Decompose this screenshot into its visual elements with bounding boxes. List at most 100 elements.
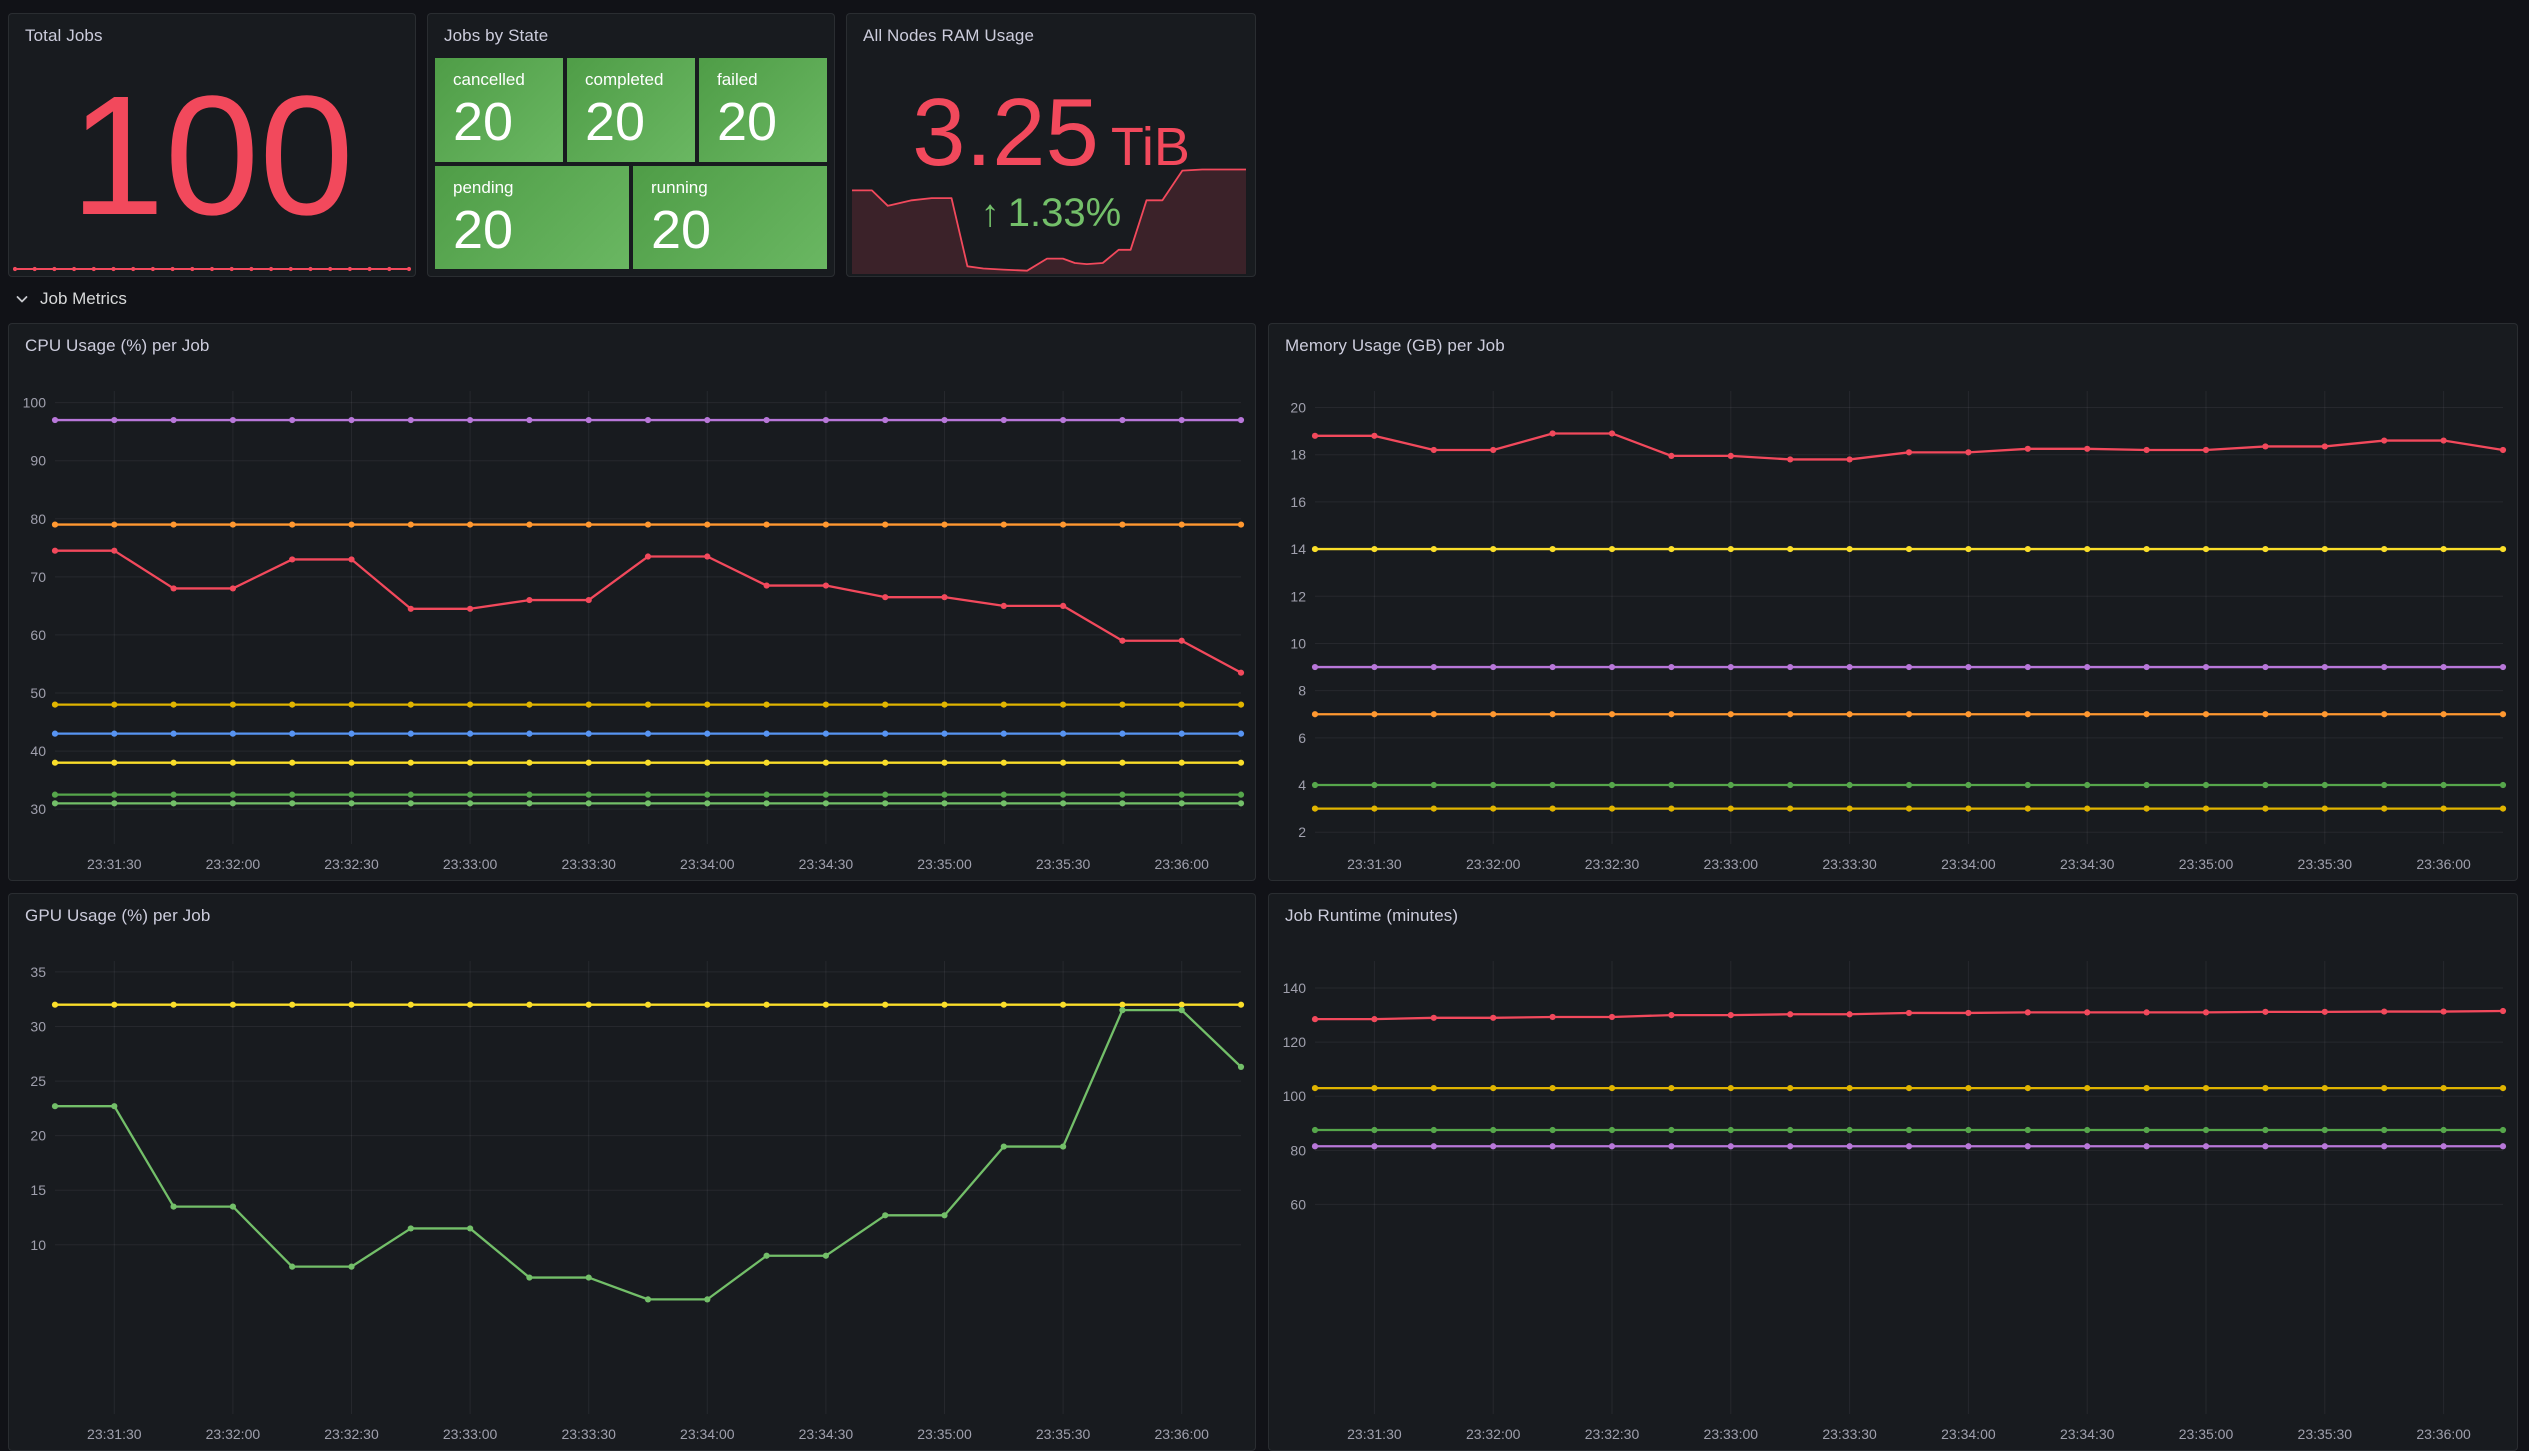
svg-text:100: 100: [23, 395, 47, 411]
tile-label: cancelled: [453, 70, 563, 90]
ram-usage-trend: ↑ 1.33%: [981, 191, 1121, 236]
ram-usage-trend-value: 1.33%: [1008, 191, 1121, 236]
svg-text:23:32:30: 23:32:30: [324, 1426, 379, 1442]
svg-text:23:34:00: 23:34:00: [1941, 1426, 1996, 1442]
svg-text:15: 15: [30, 1182, 46, 1198]
svg-text:23:33:00: 23:33:00: [443, 1426, 498, 1442]
svg-text:2: 2: [1298, 824, 1306, 840]
svg-text:23:32:30: 23:32:30: [324, 856, 379, 872]
tile-label: pending: [453, 178, 629, 198]
svg-text:35: 35: [30, 964, 46, 980]
svg-text:23:32:00: 23:32:00: [206, 1426, 261, 1442]
svg-text:50: 50: [30, 685, 46, 701]
total-jobs-value: 100: [9, 42, 415, 270]
svg-text:23:34:00: 23:34:00: [680, 856, 735, 872]
ram-usage-unit: TiB: [1111, 120, 1190, 174]
panel-gpu-usage: GPU Usage (%) per Job 10 15 20 25 30 35 23:31:…: [8, 893, 1256, 1451]
state-tile-cancelled: cancelled 20: [435, 58, 563, 162]
tile-value: 20: [651, 200, 827, 260]
cpu-usage-chart[interactable]: 3040506070809010023:31:3023:32:0023:32:3…: [9, 324, 1255, 880]
panel-title-ram-usage[interactable]: All Nodes RAM Usage: [863, 26, 1034, 46]
tile-label: completed: [585, 70, 695, 90]
tile-value: 20: [453, 92, 563, 152]
state-tile-pending: pending 20: [435, 166, 629, 270]
tile-value: 20: [717, 92, 827, 152]
svg-text:23:35:00: 23:35:00: [917, 856, 972, 872]
svg-text:30: 30: [30, 801, 46, 817]
svg-text:23:36:00: 23:36:00: [2416, 1426, 2471, 1442]
svg-text:23:32:00: 23:32:00: [1466, 1426, 1521, 1442]
row-job-metrics[interactable]: Job Metrics: [14, 285, 127, 313]
svg-text:23:35:00: 23:35:00: [2179, 856, 2234, 872]
svg-text:20: 20: [1290, 400, 1306, 416]
svg-text:23:34:30: 23:34:30: [2060, 856, 2115, 872]
job-runtime-chart[interactable]: 608010012014023:31:3023:32:0023:32:3023:…: [1269, 894, 2517, 1450]
panel-memory-usage: Memory Usage (GB) per Job 24681012141618…: [1268, 323, 2518, 881]
svg-text:23:35:30: 23:35:30: [1036, 856, 1091, 872]
svg-text:23:32:00: 23:32:00: [206, 856, 261, 872]
svg-text:23:34:30: 23:34:30: [2060, 1426, 2115, 1442]
svg-text:23:31:30: 23:31:30: [1347, 856, 1402, 872]
svg-text:23:33:00: 23:33:00: [1704, 856, 1759, 872]
panel-job-runtime: Job Runtime (minutes) 608010012014023:31…: [1268, 893, 2518, 1451]
svg-text:20: 20: [30, 1128, 46, 1144]
state-tile-completed: completed 20: [567, 58, 695, 162]
tile-label: failed: [717, 70, 827, 90]
svg-text:23:31:30: 23:31:30: [1347, 1426, 1402, 1442]
svg-text:23:35:30: 23:35:30: [2298, 1426, 2353, 1442]
svg-text:23:33:00: 23:33:00: [443, 856, 498, 872]
svg-text:23:33:00: 23:33:00: [1704, 1426, 1759, 1442]
panel-title-gpu-usage[interactable]: GPU Usage (%) per Job: [25, 906, 210, 926]
arrow-up-icon: ↑: [981, 193, 1000, 236]
svg-text:25: 25: [30, 1073, 46, 1089]
panel-title-job-runtime[interactable]: Job Runtime (minutes): [1285, 906, 1458, 926]
svg-text:8: 8: [1298, 683, 1306, 699]
panel-title-total-jobs[interactable]: Total Jobs: [25, 26, 103, 46]
svg-text:23:33:30: 23:33:30: [1822, 856, 1877, 872]
svg-text:23:31:30: 23:31:30: [87, 1426, 142, 1442]
gpu-usage-chart[interactable]: 10 15 20 25 30 35 23:31:30 23:32:00 23:32:30 23:3…: [9, 894, 1255, 1450]
svg-text:23:33:30: 23:33:30: [561, 1426, 616, 1442]
svg-text:23:33:30: 23:33:30: [1822, 1426, 1877, 1442]
panel-jobs-by-state: Jobs by State cancelled 20 completed 20 …: [427, 13, 835, 277]
svg-text:23:32:30: 23:32:30: [1585, 1426, 1640, 1442]
svg-text:140: 140: [1283, 980, 1307, 996]
svg-text:23:36:00: 23:36:00: [2416, 856, 2471, 872]
svg-text:100: 100: [1283, 1088, 1307, 1104]
svg-text:23:32:00: 23:32:00: [1466, 856, 1521, 872]
panel-title-jobs-by-state[interactable]: Jobs by State: [444, 26, 548, 46]
svg-text:30: 30: [30, 1018, 46, 1034]
svg-text:23:34:30: 23:34:30: [799, 1426, 854, 1442]
panel-title-memory-usage[interactable]: Memory Usage (GB) per Job: [1285, 336, 1505, 356]
svg-text:23:35:30: 23:35:30: [2298, 856, 2353, 872]
panel-title-cpu-usage[interactable]: CPU Usage (%) per Job: [25, 336, 209, 356]
svg-text:23:34:00: 23:34:00: [1941, 856, 1996, 872]
svg-text:23:33:30: 23:33:30: [561, 856, 616, 872]
svg-text:60: 60: [30, 627, 46, 643]
svg-text:90: 90: [30, 453, 46, 469]
svg-text:10: 10: [30, 1237, 46, 1253]
svg-text:80: 80: [30, 511, 46, 527]
svg-text:23:31:30: 23:31:30: [87, 856, 142, 872]
panel-total-jobs: Total Jobs 100: [8, 13, 416, 277]
memory-usage-chart[interactable]: 246810121416182023:31:3023:32:0023:32:30…: [1269, 324, 2517, 880]
tile-label: running: [651, 178, 827, 198]
state-tile-running: running 20: [633, 166, 827, 270]
svg-text:23:36:00: 23:36:00: [1154, 856, 1209, 872]
svg-text:18: 18: [1290, 447, 1306, 463]
svg-text:120: 120: [1283, 1034, 1307, 1050]
svg-text:23:34:00: 23:34:00: [680, 1426, 735, 1442]
svg-text:16: 16: [1290, 494, 1306, 510]
tile-value: 20: [585, 92, 695, 152]
svg-text:10: 10: [1290, 635, 1306, 651]
tile-value: 20: [453, 200, 629, 260]
svg-text:80: 80: [1290, 1142, 1306, 1158]
ram-usage-value: 3.25: [912, 85, 1099, 181]
ram-usage-stat: 3.25 TiB ↑ 1.33%: [847, 14, 1255, 276]
svg-text:4: 4: [1298, 777, 1306, 793]
panel-ram-usage: All Nodes RAM Usage 3.25 TiB ↑ 1.33%: [846, 13, 1256, 277]
svg-text:23:35:00: 23:35:00: [917, 1426, 972, 1442]
panel-cpu-usage: CPU Usage (%) per Job 304050607080901002…: [8, 323, 1256, 881]
chevron-down-icon: [14, 291, 30, 307]
svg-text:23:34:30: 23:34:30: [799, 856, 854, 872]
